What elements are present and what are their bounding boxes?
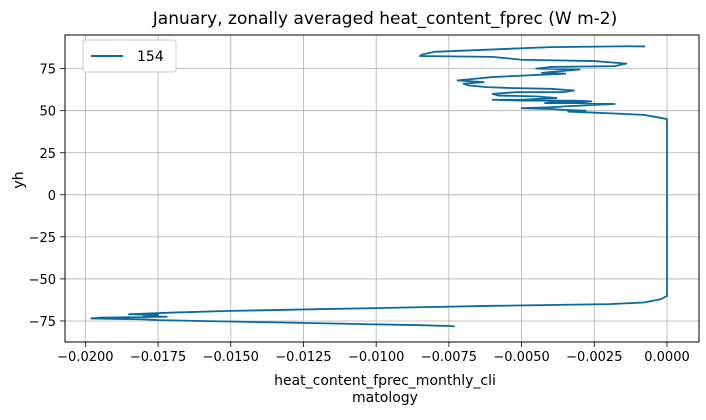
chart-title: January, zonally averaged heat_content_f… bbox=[152, 9, 617, 29]
x-tick-label: −0.0050 bbox=[493, 350, 549, 365]
x-tick-label: −0.0200 bbox=[57, 350, 113, 365]
y-tick-label: 0 bbox=[48, 189, 56, 204]
axes-frame bbox=[64, 34, 700, 343]
y-axis-label: yh bbox=[11, 171, 27, 188]
y-tick-label: −25 bbox=[29, 231, 56, 246]
plot-area bbox=[90, 45, 668, 328]
y-tick-label: −75 bbox=[29, 315, 56, 330]
y-tick-label: 25 bbox=[39, 147, 56, 162]
x-axis: −0.0200 −0.0175 −0.0150 −0.0125 −0.0100 −0.00… bbox=[57, 342, 690, 365]
y-tick-label: 50 bbox=[39, 105, 56, 120]
y-axis: −75 −50 −25 0 25 50 75 bbox=[29, 63, 65, 330]
x-axis-label-line-1: heat_content_fprec_monthly_cli bbox=[274, 373, 496, 389]
grid bbox=[65, 35, 699, 342]
x-tick-label: 0.0000 bbox=[644, 350, 690, 365]
x-tick-label: −0.0100 bbox=[348, 350, 404, 365]
x-axis-label-line-2: matology bbox=[352, 390, 418, 406]
x-tick-label: −0.0150 bbox=[203, 350, 259, 365]
y-tick-label: −50 bbox=[29, 273, 56, 288]
legend-box bbox=[82, 39, 177, 73]
x-tick-label: −0.0025 bbox=[566, 350, 622, 365]
legend-label: 154 bbox=[137, 49, 164, 65]
y-tick-label: 75 bbox=[39, 63, 56, 78]
x-tick-label: −0.0175 bbox=[130, 350, 186, 365]
x-tick-label: −0.0125 bbox=[275, 350, 331, 365]
x-tick-label: −0.0075 bbox=[421, 350, 477, 365]
legend: 154 bbox=[82, 39, 177, 73]
series-line bbox=[90, 45, 668, 328]
